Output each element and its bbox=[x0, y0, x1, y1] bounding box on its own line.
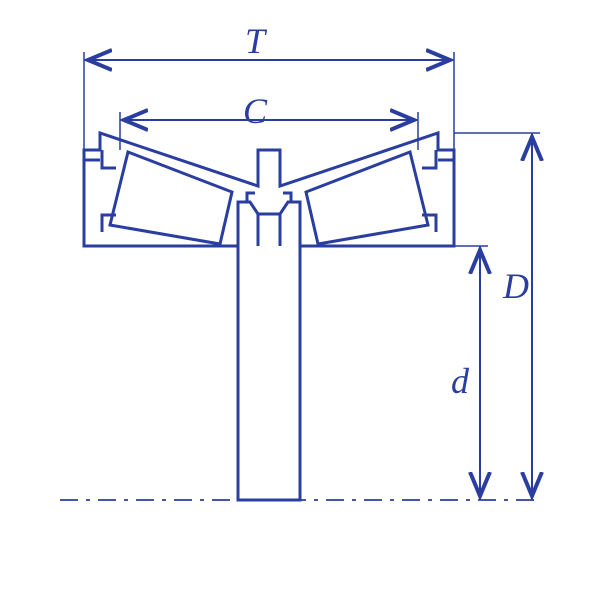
label-d: d bbox=[440, 360, 480, 402]
inner-nub-left bbox=[247, 193, 255, 201]
inner-cone-left bbox=[238, 202, 258, 246]
inner-cone-right bbox=[280, 202, 300, 246]
left-roller bbox=[110, 152, 232, 244]
right-cage bbox=[422, 150, 436, 232]
label-T: T bbox=[235, 20, 275, 62]
label-C: C bbox=[235, 90, 275, 132]
outer-race-outline bbox=[84, 133, 454, 500]
left-cage bbox=[102, 150, 116, 232]
right-roller bbox=[306, 152, 428, 244]
inner-nub-right bbox=[283, 193, 291, 201]
label-D: D bbox=[496, 265, 536, 307]
